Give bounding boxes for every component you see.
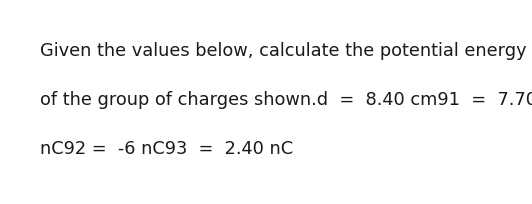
Text: of the group of charges shown.d  =  8.40 cm91  =  7.70: of the group of charges shown.d = 8.40 c… xyxy=(40,91,532,109)
Text: Given the values below, calculate the potential energy: Given the values below, calculate the po… xyxy=(40,42,527,60)
Text: nC92 =  -6 nC93  =  2.40 nC: nC92 = -6 nC93 = 2.40 nC xyxy=(40,139,293,157)
